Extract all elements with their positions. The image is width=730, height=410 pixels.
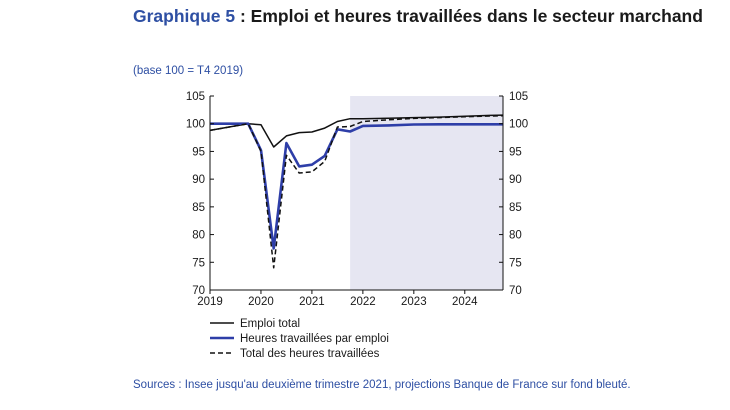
x-tick-label: 2022 — [350, 296, 376, 308]
y-tick-left-label: 85 — [192, 202, 205, 214]
y-tick-right-label: 85 — [509, 202, 522, 214]
chart-title-text: : Emploi et heures travaillées dans le s… — [235, 6, 703, 26]
y-tick-right-label: 90 — [509, 174, 522, 186]
series-line-3 — [209, 114, 504, 269]
legend-label-3: Total des heures travaillées — [240, 348, 380, 360]
projection-shading-layer — [350, 96, 503, 290]
y-tick-right-label: 95 — [509, 146, 522, 158]
y-tick-left-label: 100 — [186, 119, 205, 131]
legend-label-2: Heures travaillées par emploi — [240, 333, 389, 345]
y-tick-left-label: 80 — [192, 230, 205, 242]
projection-shading — [350, 96, 503, 290]
y-tick-left-label: 75 — [192, 257, 205, 269]
y-tick-left-label: 95 — [192, 146, 205, 158]
series-line-2 — [210, 122, 503, 250]
axis-layer: 70 70 75 75 80 80 85 85 90 90 95 95 100 100 105 105 2019… — [186, 91, 528, 308]
chart-number: Graphique 5 — [133, 6, 236, 26]
y-tick-right-label: 100 — [509, 119, 528, 131]
chart-subtitle: (base 100 = T4 2019) — [133, 65, 244, 77]
x-tick-label: 2023 — [401, 296, 427, 308]
y-tick-left-label: 105 — [186, 91, 205, 103]
source-note: Sources : Insee jusqu'au deuxième trimes… — [133, 379, 631, 391]
y-tick-right-label: 105 — [509, 91, 528, 103]
legend: Emploi total Heures travaillées par emplo… — [210, 318, 389, 360]
x-tick-label: 2020 — [248, 296, 274, 308]
y-tick-right-label: 80 — [509, 230, 522, 242]
chart-title: Graphique 5 : Emploi et heures travaillé… — [133, 6, 723, 27]
line-chart: 70 70 75 75 80 80 85 85 90 90 95 95 100 100 105 105 2019… — [186, 91, 528, 360]
y-tick-right-label: 70 — [509, 285, 522, 297]
series-layer — [209, 114, 504, 269]
x-tick-label: 2021 — [299, 296, 325, 308]
x-tick-label: 2019 — [197, 296, 223, 308]
y-tick-right-label: 75 — [509, 257, 522, 269]
x-tick-label: 2024 — [452, 296, 478, 308]
y-tick-left-label: 70 — [192, 285, 205, 297]
y-tick-left-label: 90 — [192, 174, 205, 186]
legend-label-1: Emploi total — [240, 318, 300, 330]
